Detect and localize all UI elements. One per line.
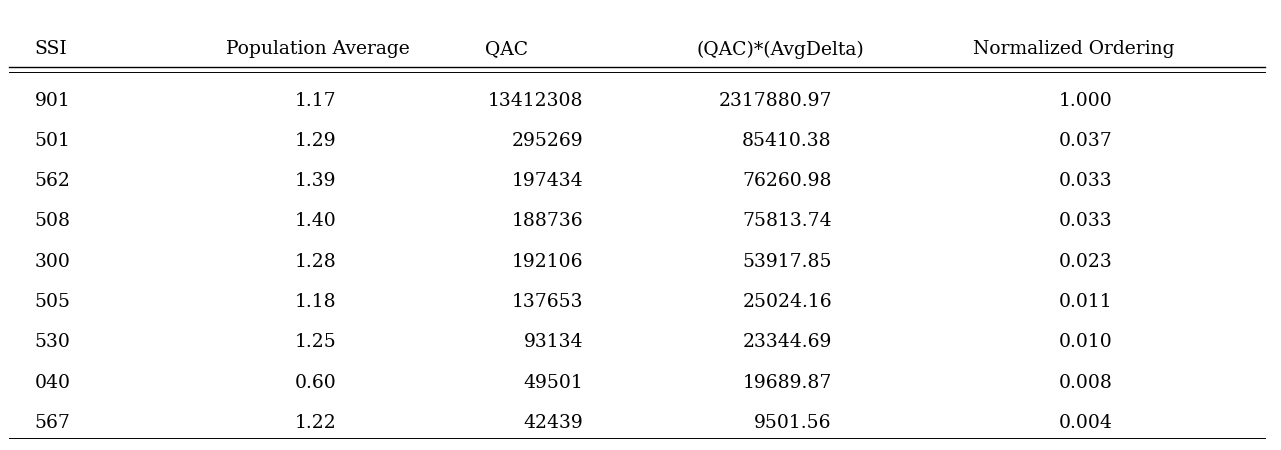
Text: 901: 901 — [35, 91, 70, 109]
Text: 0.008: 0.008 — [1058, 374, 1112, 392]
Text: 13412308: 13412308 — [488, 91, 583, 109]
Text: 137653: 137653 — [511, 293, 583, 311]
Text: 040: 040 — [35, 374, 70, 392]
Text: SSI: SSI — [35, 40, 68, 58]
Text: 508: 508 — [35, 212, 70, 230]
Text: 295269: 295269 — [511, 132, 583, 150]
Text: Normalized Ordering: Normalized Ordering — [974, 40, 1175, 58]
Text: 1.25: 1.25 — [295, 333, 336, 351]
Text: 197434: 197434 — [511, 172, 583, 190]
Text: 501: 501 — [35, 132, 70, 150]
Text: 2317880.97: 2317880.97 — [719, 91, 831, 109]
Text: 76260.98: 76260.98 — [742, 172, 831, 190]
Text: 25024.16: 25024.16 — [742, 293, 831, 311]
Text: 1.17: 1.17 — [295, 91, 336, 109]
Text: 562: 562 — [35, 172, 70, 190]
Text: 1.18: 1.18 — [295, 293, 336, 311]
Text: 1.000: 1.000 — [1058, 91, 1112, 109]
Text: 1.28: 1.28 — [295, 252, 336, 270]
Text: 0.023: 0.023 — [1058, 252, 1112, 270]
Text: 0.037: 0.037 — [1058, 132, 1112, 150]
Text: 49501: 49501 — [524, 374, 583, 392]
Text: 0.011: 0.011 — [1059, 293, 1112, 311]
Text: (QAC)*(AvgDelta): (QAC)*(AvgDelta) — [697, 40, 865, 58]
Text: 42439: 42439 — [524, 414, 583, 432]
Text: Population Average: Population Average — [225, 40, 410, 58]
Text: 93134: 93134 — [524, 333, 583, 351]
Text: 85410.38: 85410.38 — [742, 132, 831, 150]
Text: 300: 300 — [35, 252, 70, 270]
Text: 505: 505 — [35, 293, 70, 311]
Text: 53917.85: 53917.85 — [742, 252, 831, 270]
Text: 192106: 192106 — [511, 252, 583, 270]
Text: 23344.69: 23344.69 — [743, 333, 831, 351]
Text: 0.033: 0.033 — [1059, 172, 1112, 190]
Text: QAC: QAC — [485, 40, 528, 58]
Text: 1.29: 1.29 — [295, 132, 336, 150]
Text: 1.40: 1.40 — [295, 212, 336, 230]
Text: 0.004: 0.004 — [1058, 414, 1112, 432]
Text: 567: 567 — [35, 414, 70, 432]
Text: 1.39: 1.39 — [295, 172, 336, 190]
Text: 9501.56: 9501.56 — [755, 414, 831, 432]
Text: 0.010: 0.010 — [1058, 333, 1112, 351]
Text: 19689.87: 19689.87 — [743, 374, 831, 392]
Text: 530: 530 — [35, 333, 70, 351]
Text: 0.60: 0.60 — [295, 374, 336, 392]
Text: 188736: 188736 — [511, 212, 583, 230]
Text: 0.033: 0.033 — [1059, 212, 1112, 230]
Text: 1.22: 1.22 — [295, 414, 336, 432]
Text: 75813.74: 75813.74 — [742, 212, 831, 230]
